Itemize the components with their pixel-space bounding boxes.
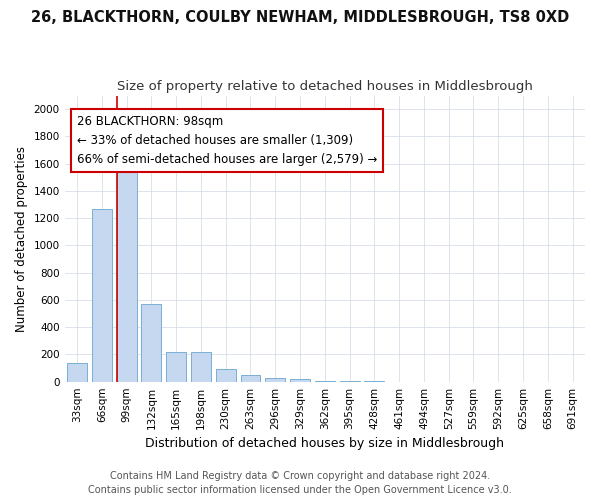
- Bar: [67, 362, 87, 382]
- Bar: [142, 304, 161, 382]
- X-axis label: Distribution of detached houses by size in Middlesbrough: Distribution of detached houses by size …: [145, 437, 505, 450]
- Bar: [216, 368, 236, 382]
- Title: Size of property relative to detached houses in Middlesbrough: Size of property relative to detached ho…: [117, 80, 533, 93]
- Bar: [92, 208, 112, 382]
- Bar: [241, 375, 260, 382]
- Text: Contains HM Land Registry data © Crown copyright and database right 2024.
Contai: Contains HM Land Registry data © Crown c…: [88, 471, 512, 495]
- Bar: [265, 378, 285, 382]
- Text: 26 BLACKTHORN: 98sqm
← 33% of detached houses are smaller (1,309)
66% of semi-de: 26 BLACKTHORN: 98sqm ← 33% of detached h…: [77, 114, 377, 166]
- Bar: [290, 379, 310, 382]
- Text: 26, BLACKTHORN, COULBY NEWHAM, MIDDLESBROUGH, TS8 0XD: 26, BLACKTHORN, COULBY NEWHAM, MIDDLESBR…: [31, 10, 569, 25]
- Bar: [117, 166, 137, 382]
- Bar: [166, 352, 186, 382]
- Bar: [191, 352, 211, 382]
- Bar: [340, 381, 359, 382]
- Bar: [315, 380, 335, 382]
- Y-axis label: Number of detached properties: Number of detached properties: [15, 146, 28, 332]
